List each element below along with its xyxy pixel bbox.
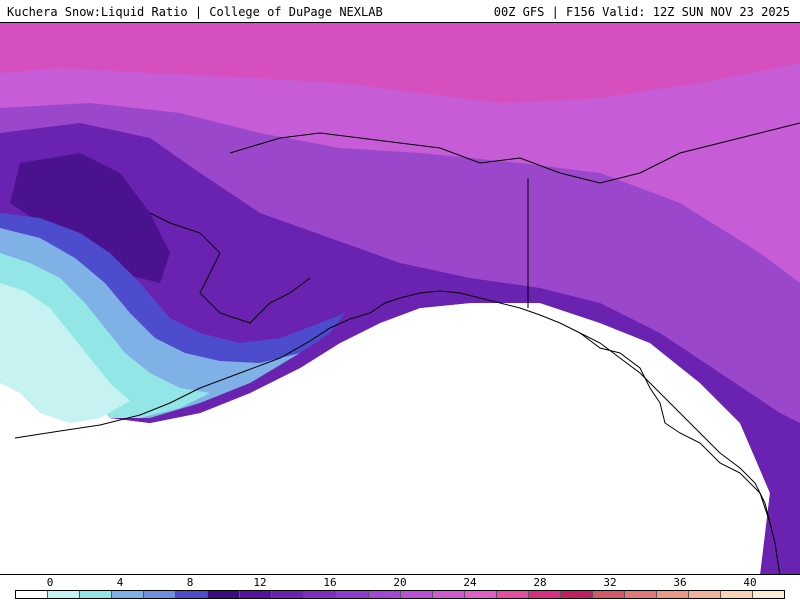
color-scale: 0 4 8 12 16 20 24 28 32 36 40 — [0, 575, 800, 600]
valid-time-label: 00Z GFS | F156 Valid: 12Z SUN NOV 23 202… — [493, 5, 790, 19]
scale-swatch — [560, 591, 593, 598]
scale-swatch — [400, 591, 433, 598]
cyan-ratio-zone — [0, 253, 210, 418]
scale-swatch — [688, 591, 722, 598]
scale-tick-labels: 0 4 8 12 16 20 24 28 32 36 40 — [0, 575, 800, 589]
scale-tick-label: 40 — [743, 576, 757, 589]
forecast-map[interactable] — [0, 22, 800, 575]
scale-swatch — [432, 591, 465, 598]
scale-swatch — [80, 591, 113, 598]
magenta-ratio-band — [0, 23, 800, 103]
scale-color-bar — [15, 590, 785, 599]
north-coastline — [229, 122, 800, 184]
scale-swatch — [528, 591, 561, 598]
scale-swatch — [592, 591, 625, 598]
scale-swatch — [48, 591, 81, 598]
scale-swatch — [304, 591, 337, 598]
pale-cyan-ratio-zone — [0, 283, 130, 423]
scale-tick-label: 32 — [603, 576, 617, 589]
scale-tick-label: 28 — [533, 576, 547, 589]
scale-swatch — [464, 591, 497, 598]
scale-tick-label: 4 — [116, 576, 124, 589]
scale-swatch — [208, 591, 241, 598]
scale-tick-label: 24 — [463, 576, 477, 589]
scale-tick-label: 8 — [186, 576, 194, 589]
scale-tick-label: 0 — [46, 576, 54, 589]
alaska-coastline — [14, 290, 781, 574]
scale-tick-label: 16 — [323, 576, 337, 589]
scale-swatch — [368, 591, 401, 598]
scale-tick-label: 20 — [393, 576, 407, 589]
light-blue-ratio-zone — [0, 228, 300, 418]
darkest-ratio-core — [10, 153, 170, 283]
scale-swatch — [336, 591, 369, 598]
scale-swatch — [721, 591, 754, 598]
scale-tick-label: 36 — [673, 576, 687, 589]
scale-tick-label: 12 — [253, 576, 267, 589]
deep-purple-ratio-field — [0, 123, 800, 574]
western-coastline — [149, 212, 311, 324]
scale-swatch — [16, 591, 49, 598]
product-title: Kuchera Snow:Liquid Ratio | College of D… — [7, 5, 383, 19]
scale-swatch — [624, 591, 657, 598]
scale-swatch — [112, 591, 145, 598]
scale-swatch — [272, 591, 305, 598]
scale-swatch — [496, 591, 529, 598]
scale-swatch — [144, 591, 177, 598]
panhandle-coastline — [579, 332, 771, 524]
scale-swatch — [240, 591, 273, 598]
scale-swatch — [656, 591, 689, 598]
scale-swatch — [753, 591, 785, 598]
map-header: Kuchera Snow:Liquid Ratio | College of D… — [0, 0, 800, 22]
map-canvas — [0, 23, 800, 574]
scale-swatch — [176, 591, 209, 598]
